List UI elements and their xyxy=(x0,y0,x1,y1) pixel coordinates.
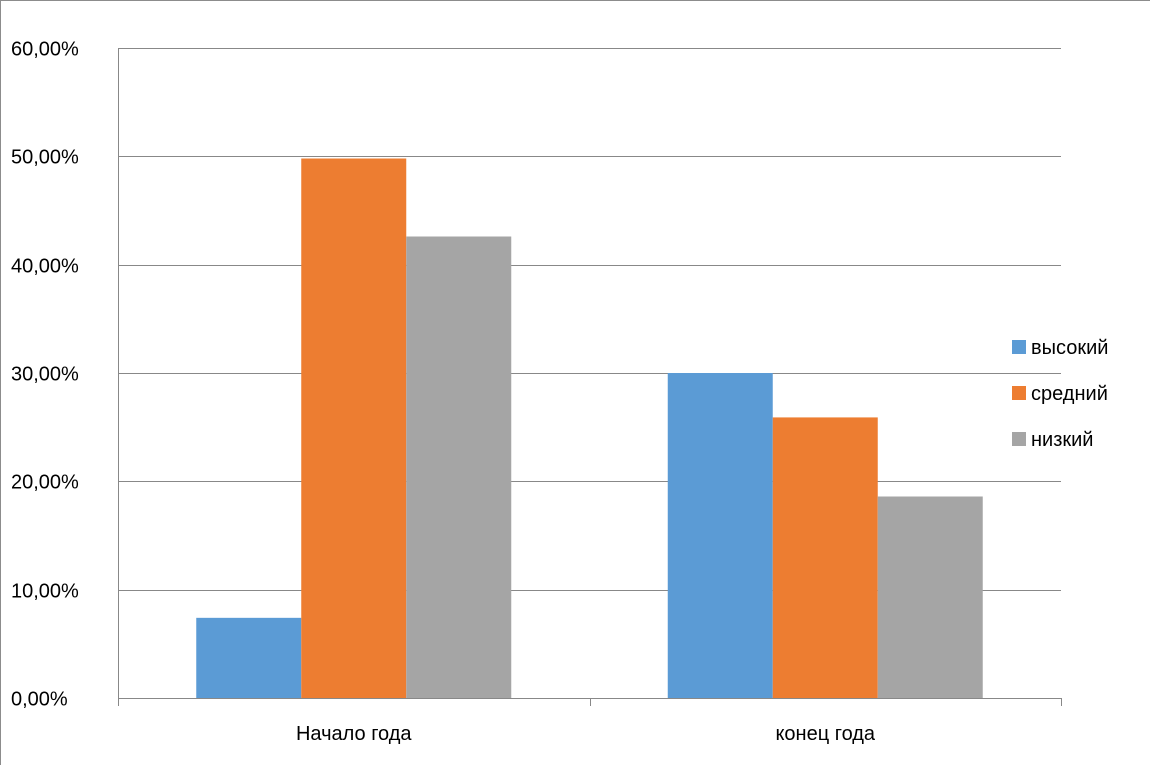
bar-3-2 xyxy=(877,496,983,698)
legend-label: низкий xyxy=(1031,429,1093,451)
bar-2-1 xyxy=(301,158,407,698)
y-tick-label: 60,00% xyxy=(11,39,79,61)
x-tick-label: конец года xyxy=(775,723,875,745)
bar-3-1 xyxy=(406,236,512,698)
legend-item: средний xyxy=(1012,383,1108,405)
y-tick-label: 20,00% xyxy=(11,472,79,494)
legend-label: высокий xyxy=(1031,337,1108,359)
bars xyxy=(196,158,983,698)
x-tick-label: Начало года xyxy=(296,723,412,745)
y-tick-label: 40,00% xyxy=(11,256,79,278)
legend-swatch xyxy=(1012,432,1026,446)
bar-1-1 xyxy=(196,617,302,698)
legend-label: средний xyxy=(1031,383,1108,405)
legend: высокий средний низкий xyxy=(1012,337,1108,451)
legend-item: низкий xyxy=(1012,429,1093,451)
bar-2-2 xyxy=(772,417,878,698)
y-tick-label: 10,00% xyxy=(11,581,79,603)
x-axis-tick-labels: Начало года конец года xyxy=(296,723,876,745)
legend-swatch xyxy=(1012,340,1026,354)
bar-1-2 xyxy=(667,373,773,698)
y-tick-label: 50,00% xyxy=(11,147,79,169)
legend-swatch xyxy=(1012,386,1026,400)
y-tick-label: 0,00% xyxy=(11,689,68,711)
legend-item: высокий xyxy=(1012,337,1108,359)
y-axis-tick-labels: 0,00% 10,00% 20,00% 30,00% 40,00% 50,00% 60,00… xyxy=(11,39,79,711)
x-axis xyxy=(118,48,1062,706)
y-tick-label: 30,00% xyxy=(11,364,79,386)
